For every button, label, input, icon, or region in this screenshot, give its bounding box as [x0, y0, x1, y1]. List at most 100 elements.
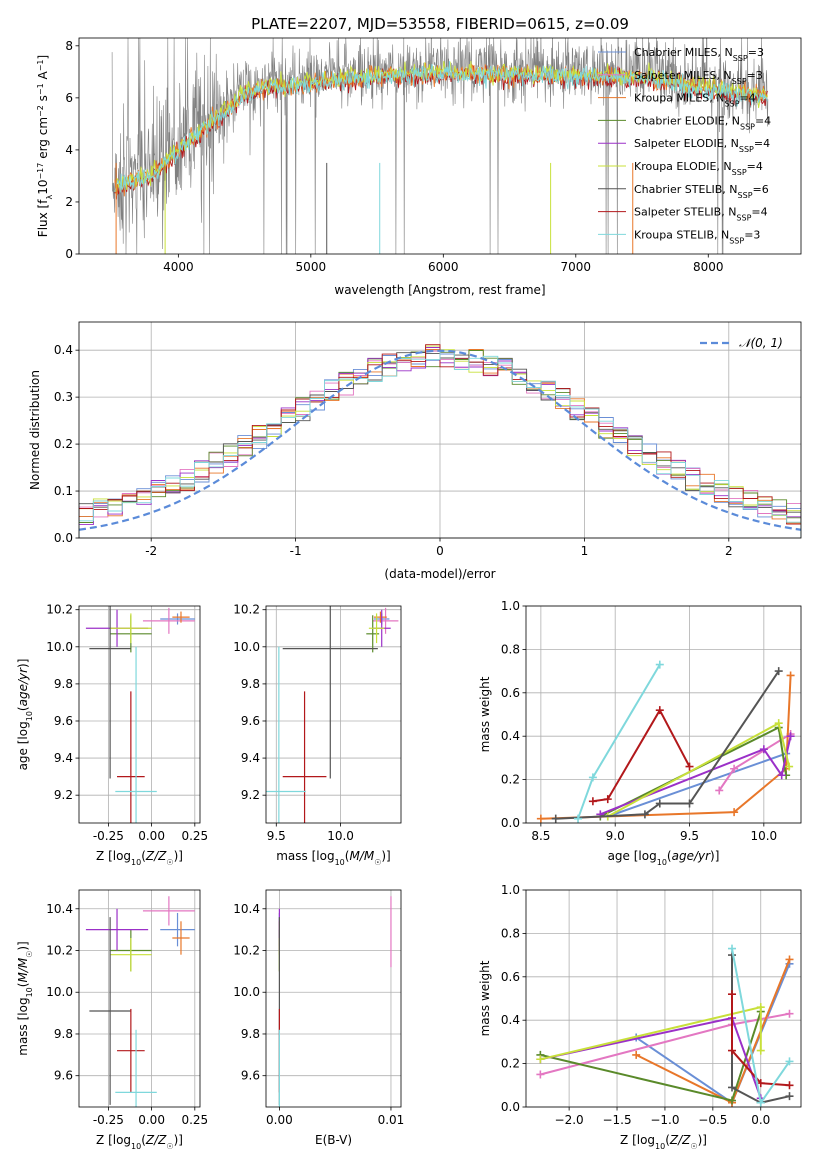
y-tick-label: 10.4 [233, 902, 260, 916]
x-tick-label: 9.5 [267, 829, 286, 843]
weight-marker [685, 762, 694, 771]
y-tick-label: 0.4 [501, 1013, 520, 1027]
weight-marker [655, 706, 664, 715]
legend-label: Salpeter ELODIE, NSSP=4 [634, 137, 770, 154]
weight-marker [728, 1046, 737, 1055]
axes-frame [78, 37, 802, 255]
weight-line [731, 994, 790, 1087]
weight-marker [632, 1050, 641, 1059]
y-tick-label: 8 [65, 39, 73, 53]
figure-title: PLATE=2207, MJD=53558, FIBERID=0615, z=0… [251, 15, 629, 33]
weight-marker [756, 1046, 765, 1055]
weight-line [540, 1016, 762, 1099]
weight-marker [785, 955, 794, 964]
weight-marker [785, 1081, 794, 1090]
y-tick-label: 9.4 [241, 751, 260, 765]
x-tick-label: 9.5 [680, 829, 699, 843]
y-tick-label: 4 [65, 143, 73, 157]
x-axis-label: age [log10(age/yr)] [608, 849, 720, 867]
y-tick-label: 10.2 [233, 603, 260, 617]
mass-vs-metallicity-panel: -0.25 0.00 0.25 9.6 9.8 10.0 10.2 10.4 Z [log10(… [16, 889, 208, 1151]
legend-label: Salpeter MILES, NSSP=3 [634, 69, 763, 86]
weight-marker [574, 814, 583, 823]
y-tick-label: 9.2 [54, 788, 73, 802]
weight-marker [588, 797, 597, 806]
plot-area [536, 944, 794, 1107]
y-tick-label: 2 [65, 195, 73, 209]
weight-marker [730, 808, 739, 817]
y-tick-label: 0.2 [501, 1057, 520, 1071]
x-tick-label: 1 [581, 544, 589, 558]
weight-marker [785, 1057, 794, 1066]
x-tick-label: 0.25 [181, 1113, 208, 1127]
weight-marker [728, 1096, 737, 1105]
weight-marker [756, 1003, 765, 1012]
weight-marker [728, 990, 737, 999]
y-tick-label: 0.4 [54, 343, 73, 357]
y-tick-label: 1.0 [501, 599, 520, 613]
y-tick-label: 0.2 [54, 437, 73, 451]
weight-line [607, 721, 791, 818]
weight-vs-age-panel: 8.5 9.0 9.5 10.0 0.0 0.2 0.4 0.6 0.8 1.0 age [log1… [478, 599, 802, 867]
age-vs-metallicity-panel: -0.25 0.00 0.25 9.2 9.4 9.6 9.8 10.0 10.2 Z [log1… [16, 603, 208, 867]
x-tick-label: 5000 [296, 260, 327, 274]
legend-label: 𝒩(0, 1) [739, 336, 783, 350]
weight-marker [786, 732, 795, 741]
y-tick-label: 10.2 [233, 944, 260, 958]
legend-label: Kroupa ELODIE, NSSP=4 [634, 160, 763, 177]
weight-marker [640, 810, 649, 819]
y-tick-label: 10.4 [46, 902, 73, 916]
y-tick-label: 9.8 [241, 677, 260, 691]
weight-marker [603, 795, 612, 804]
legend-label: Chabrier STELIB, NSSP=6 [634, 183, 769, 200]
y-tick-label: 9.8 [54, 677, 73, 691]
x-tick-label: 9.0 [606, 829, 625, 843]
y-tick-label: 0.0 [501, 1100, 520, 1114]
y-axis-label: mass [log10(M/M☉)] [16, 941, 34, 1056]
weight-marker [728, 1083, 737, 1092]
x-tick-label: 10.0 [327, 829, 354, 843]
x-tick-label: 8.5 [531, 829, 550, 843]
x-tick-label: 4000 [163, 260, 194, 274]
spectrum-panel: 4000 5000 6000 7000 8000 0 2 4 6 8 Chabrier MILES,… [36, 37, 802, 297]
y-tick-label: 9.4 [54, 751, 73, 765]
x-axis-label: Z [log10(Z/Z☉)] [620, 1133, 707, 1151]
x-tick-label: 6000 [428, 260, 459, 274]
y-tick-label: 9.8 [54, 1027, 73, 1041]
x-tick-label: 0.01 [378, 1113, 405, 1127]
y-tick-label: 0.8 [501, 642, 520, 656]
mass-vs-ebv-panel: 0.00 0.01 9.6 9.8 10.0 10.2 10.4 E(B-V) [233, 889, 405, 1147]
normal-curve [79, 349, 801, 531]
plot-area [111, 38, 769, 254]
y-axis-label: Flux [fλ10−17 erg cm−2 s−1 A−1] [36, 55, 54, 237]
x-tick-label: -1 [290, 544, 302, 558]
axes-frame [78, 889, 201, 1108]
y-axis-label: Normed distribution [28, 370, 42, 490]
x-tick-label: 0 [436, 544, 444, 558]
weight-marker [655, 660, 664, 669]
legend-label: Chabrier ELODIE, NSSP=4 [634, 114, 771, 130]
weight-marker [756, 1098, 765, 1107]
y-tick-label: 10.0 [46, 985, 73, 999]
weight-marker [730, 764, 739, 773]
x-tick-label: 7000 [561, 260, 592, 274]
axes-frame [265, 889, 402, 1108]
weight-marker [785, 762, 794, 771]
weight-marker [785, 1009, 794, 1018]
y-tick-label: 0.2 [501, 773, 520, 787]
axes-frame [78, 605, 201, 824]
legend-label: Chabrier MILES, NSSP=3 [634, 46, 764, 63]
weight-line [599, 735, 792, 816]
x-axis-label: Z [log10(Z/Z☉)] [96, 849, 183, 867]
model-spectrum [114, 61, 768, 193]
x-tick-label: 2 [725, 544, 733, 558]
y-tick-label: 10.0 [233, 985, 260, 999]
weight-line [607, 752, 787, 818]
x-axis-label: (data-model)/error [384, 567, 495, 581]
x-axis-label: Z [log10(Z/Z☉)] [96, 1133, 183, 1151]
y-tick-label: 10.2 [46, 944, 73, 958]
x-axis-label: wavelength [Angstrom, rest frame] [334, 283, 545, 297]
weight-marker [655, 799, 664, 808]
y-axis-label: age [log10(age/yr)] [16, 659, 34, 771]
